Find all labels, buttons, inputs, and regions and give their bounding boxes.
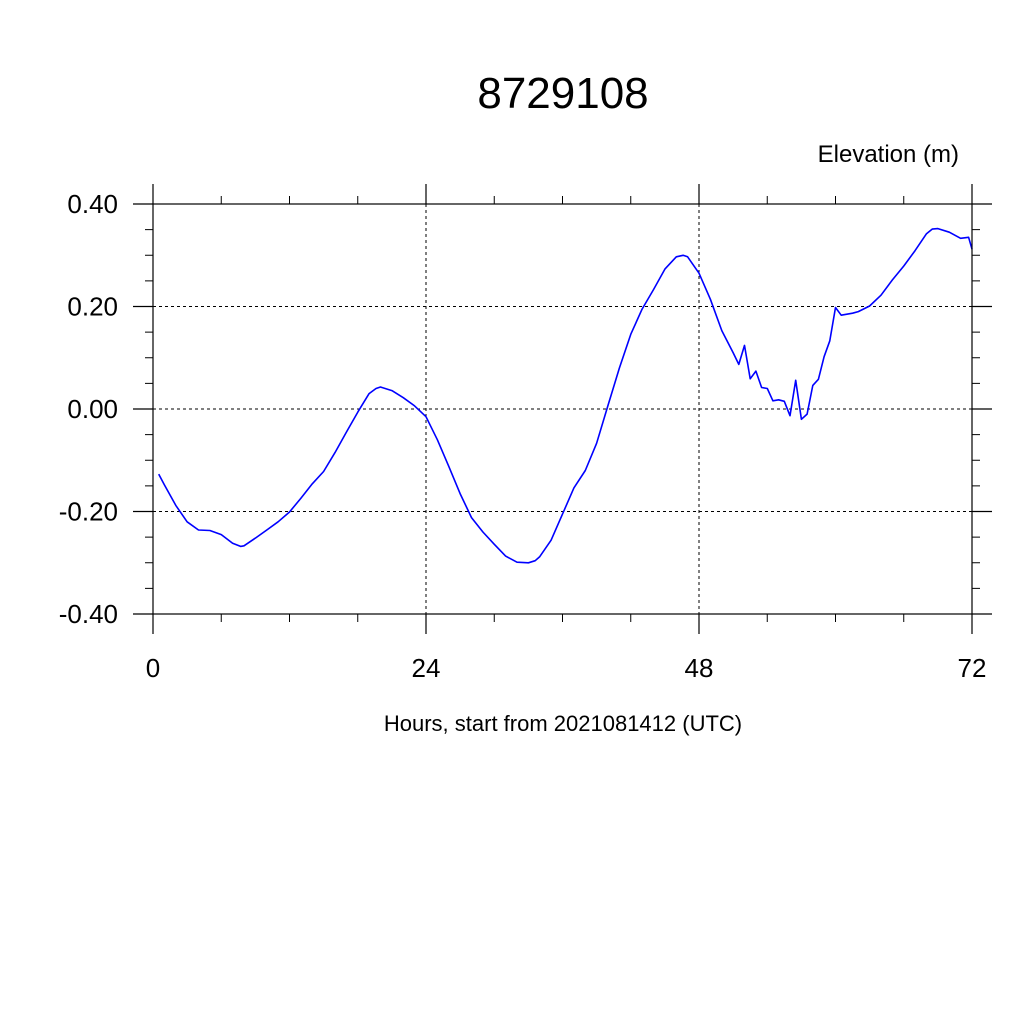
x-tick-label: 24 [412,653,441,683]
y-tick-label: 0.20 [67,292,118,322]
x-tick-label: 48 [685,653,714,683]
y-tick-label: 0.40 [67,189,118,219]
grid-lines [152,203,973,615]
x-tick-label: 0 [146,653,160,683]
major-ticks [133,184,992,634]
series-layer [157,227,973,564]
elevation-series-line [157,227,973,564]
plot-frame [152,203,973,615]
minor-ticks [145,196,980,622]
y-axis-label: Elevation (m) [818,141,959,168]
tick-labels: 0 24 48 72 0.40 0.20 0.00 -0.20 -0.40 [59,189,987,683]
y-tick-label: -0.40 [59,599,118,629]
chart-title: 8729108 [477,69,648,118]
x-axis-label: Hours, start from 2021081412 (UTC) [384,711,742,736]
x-tick-label: 72 [958,653,987,683]
y-tick-label: -0.20 [59,497,118,527]
y-tick-label: 0.00 [67,394,118,424]
